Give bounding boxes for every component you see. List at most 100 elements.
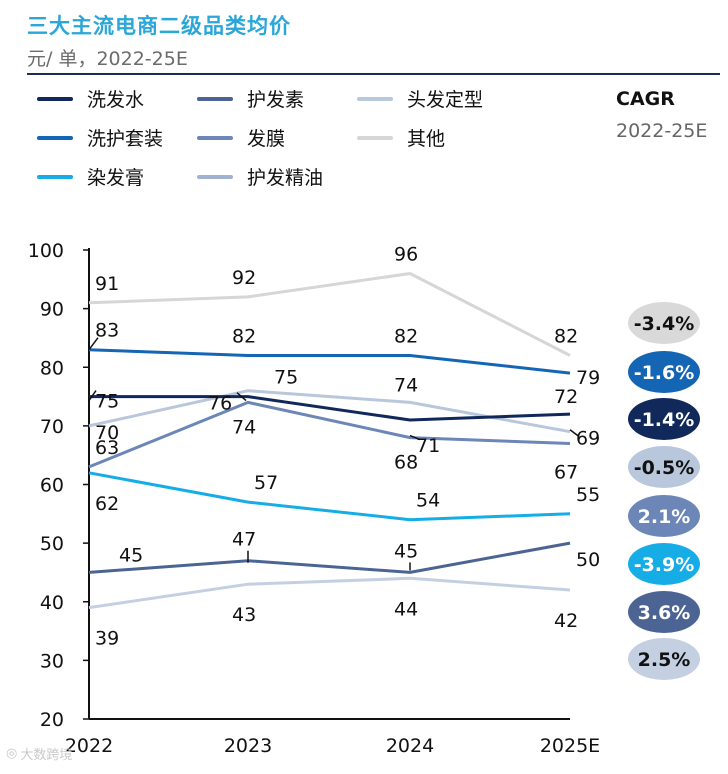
series-line	[88, 471, 571, 522]
cagr-range: 2022-25E	[616, 120, 708, 142]
legend-swatch	[37, 96, 73, 101]
data-label: 72	[554, 386, 578, 408]
y-tick-label: 20	[40, 709, 64, 731]
legend-label: 其他	[407, 128, 446, 150]
data-label: 68	[394, 452, 418, 474]
data-label: 70	[95, 422, 119, 444]
data-label: 82	[554, 326, 578, 348]
series-line	[88, 541, 571, 574]
x-tick-label: 2024	[386, 735, 434, 757]
cagr-badge	[628, 543, 700, 585]
data-label: 91	[95, 273, 119, 295]
cagr-badge	[628, 398, 700, 440]
data-label: 43	[232, 604, 256, 626]
cagr-badge	[628, 302, 700, 344]
legend-swatch	[357, 135, 393, 140]
cagr-badge-label: -1.6%	[634, 362, 695, 384]
data-label: 45	[394, 540, 418, 562]
data-label: 42	[554, 610, 578, 632]
data-label: 74	[394, 374, 418, 396]
data-label: 63	[95, 437, 119, 459]
data-label: 39	[95, 628, 119, 650]
chart-subtitle: 元/ 单，2022-25E	[27, 48, 188, 70]
legend-label: 护发精油	[247, 167, 324, 189]
series-line	[88, 348, 571, 375]
y-tick-label: 30	[40, 650, 64, 672]
legend-label: 洗发水	[87, 89, 145, 111]
y-tick-label: 100	[28, 240, 64, 262]
legend-item: 护发素	[197, 85, 304, 112]
leader-line	[569, 429, 579, 437]
data-label: 47	[232, 529, 256, 551]
data-label: 75	[95, 391, 119, 413]
legend-label: 染发膏	[87, 167, 145, 189]
legend: 洗发水 护发素 头发定型洗护套装 发膜 其他染发膏 护发精油	[37, 85, 557, 200]
data-label: 83	[95, 320, 119, 342]
data-label: 67	[554, 461, 578, 483]
y-tick-label: 90	[40, 299, 64, 321]
data-label: 82	[232, 326, 256, 348]
leader-line	[88, 337, 99, 351]
data-label: 79	[576, 367, 600, 389]
leader-line	[236, 392, 247, 402]
legend-label: 发膜	[247, 128, 286, 150]
data-label: 96	[394, 243, 418, 265]
data-label: 82	[394, 326, 418, 348]
legend-item: 护发精油	[197, 163, 323, 190]
cagr-badge-label: 2.5%	[638, 649, 691, 671]
data-label: 62	[95, 493, 119, 515]
cagr-badge-label: -0.5%	[634, 457, 695, 479]
data-label: 55	[576, 484, 600, 506]
watermark-logo-icon: ◎	[6, 746, 18, 761]
y-tick-label: 80	[40, 357, 64, 379]
data-label: 76	[208, 393, 232, 415]
data-label: 54	[416, 490, 440, 512]
chart-title: 三大主流电商二级品类均价	[27, 14, 291, 38]
data-label: 50	[576, 549, 600, 571]
leader-line	[88, 390, 97, 401]
data-label: 44	[394, 598, 418, 620]
y-tick-label: 60	[40, 475, 64, 497]
legend-swatch	[37, 174, 73, 179]
legend-swatch	[357, 96, 393, 101]
cagr-badge-label: -1.4%	[634, 409, 695, 431]
data-label: 75	[274, 367, 298, 389]
legend-label: 头发定型	[407, 89, 484, 111]
cagr-badge	[628, 638, 700, 680]
data-label: 57	[254, 472, 278, 494]
data-label: 69	[576, 428, 600, 450]
legend-swatch	[37, 135, 73, 140]
data-label: 45	[119, 544, 143, 566]
x-tick-label: 2025E	[540, 735, 600, 757]
y-tick-label: 70	[40, 416, 64, 438]
cagr-badge	[628, 351, 700, 393]
legend-item: 发膜	[197, 124, 285, 151]
cagr-badge	[628, 446, 700, 488]
legend-item: 其他	[357, 124, 445, 151]
series-line	[88, 400, 571, 469]
cagr-badge	[628, 495, 700, 537]
legend-item: 洗护套装	[37, 124, 163, 151]
x-tick-label: 2022	[65, 735, 113, 757]
legend-swatch	[197, 135, 233, 140]
legend-item: 染发膏	[37, 163, 144, 190]
series-line	[89, 395, 571, 422]
legend-label: 护发素	[247, 89, 305, 111]
y-tick-label: 50	[40, 533, 64, 555]
series-line	[88, 576, 571, 610]
legend-swatch	[197, 174, 233, 179]
cagr-badge-label: 3.6%	[638, 602, 691, 624]
cagr-badge	[628, 591, 700, 633]
legend-item: 头发定型	[357, 85, 483, 112]
cagr-title: CAGR	[616, 88, 675, 110]
cagr-badge-label: -3.9%	[634, 554, 695, 576]
legend-item: 洗发水	[37, 85, 144, 112]
data-label: 92	[232, 267, 256, 289]
leader-line	[409, 434, 421, 441]
data-label: 71	[416, 435, 440, 457]
y-tick-label: 40	[40, 592, 64, 614]
cagr-badge-label: -3.4%	[634, 313, 695, 335]
cagr-badge-label: 2.1%	[638, 506, 691, 528]
legend-label: 洗护套装	[87, 128, 164, 150]
